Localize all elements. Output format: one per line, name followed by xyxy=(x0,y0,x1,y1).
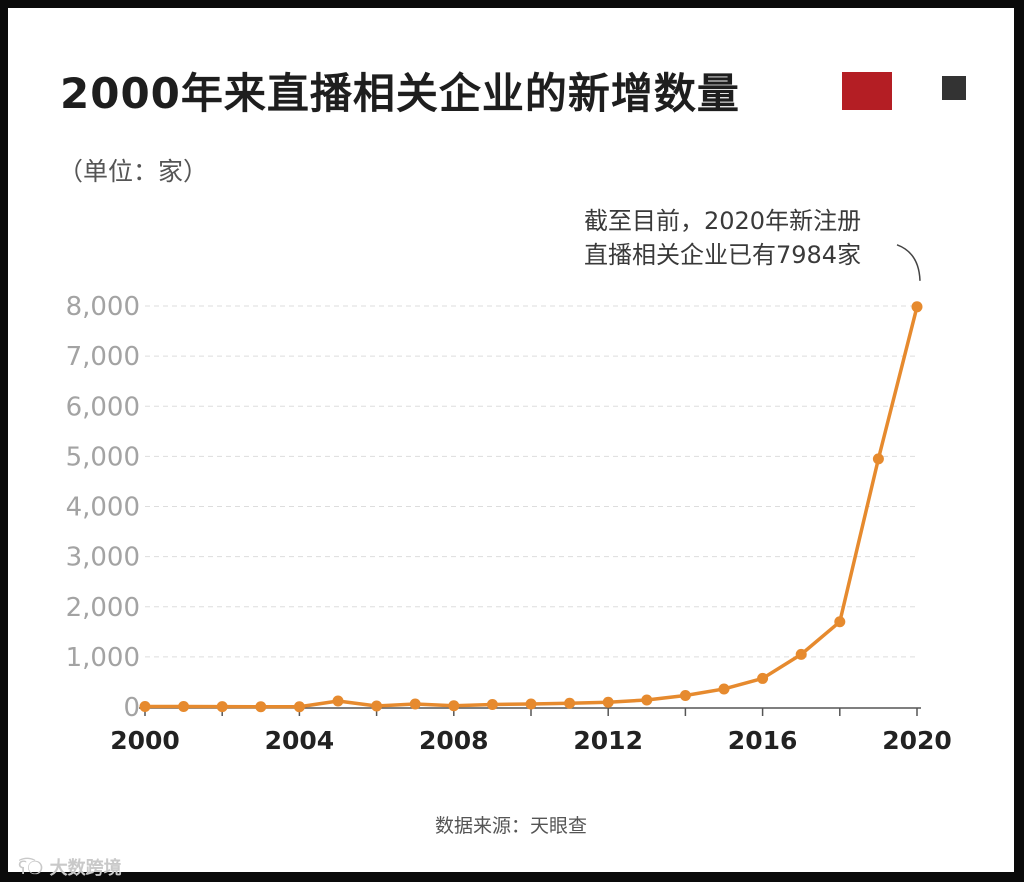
chart-title: 2000年来直播相关企业的新增数量 xyxy=(60,69,740,118)
y-tick-label: 1,000 xyxy=(66,643,140,673)
y-tick-label: 3,000 xyxy=(66,543,140,573)
data-point xyxy=(602,696,614,708)
watermark: ʕ͡❍ 大数跨境 xyxy=(18,854,122,880)
y-tick-label: 8,000 xyxy=(66,292,140,322)
gridlines xyxy=(145,305,917,658)
x-tick-label: 2008 xyxy=(419,726,489,755)
data-point xyxy=(718,683,730,695)
x-tick-label: 2004 xyxy=(265,726,335,755)
y-tick-label: 0 xyxy=(123,693,140,723)
data-point xyxy=(216,701,228,713)
y-tick-label: 4,000 xyxy=(66,493,140,523)
series-line xyxy=(143,305,919,709)
data-point xyxy=(486,698,498,710)
data-point xyxy=(178,700,190,712)
data-point xyxy=(834,616,846,628)
chart-card: 2000年来直播相关企业的新增数量 （单位：家） 截至目前，2020年新注册 直… xyxy=(8,8,1014,879)
y-tick-label: 7,000 xyxy=(66,342,140,372)
data-point xyxy=(332,695,344,707)
y-tick-label: 5,000 xyxy=(66,442,140,472)
x-tick-label: 2016 xyxy=(728,726,798,755)
data-point xyxy=(293,701,305,713)
legend-swatch-dark xyxy=(942,76,966,100)
data-source: 数据来源：天眼查 xyxy=(434,815,587,837)
data-point xyxy=(641,694,653,706)
data-point xyxy=(255,701,267,713)
data-point xyxy=(448,700,460,712)
x-tick-label: 2020 xyxy=(882,726,952,755)
data-point xyxy=(679,689,691,701)
y-axis-ticks: 0 1,000 2,000 3,000 4,000 5,000 6,000 7,000 8,00… xyxy=(66,292,140,723)
data-point xyxy=(371,700,383,712)
watermark-text: 大数跨境 xyxy=(49,858,122,879)
data-point xyxy=(795,648,807,660)
y-tick-label: 2,000 xyxy=(66,593,140,623)
line-chart: 0 1,000 2,000 3,000 4,000 5,000 6,000 7,000 8,00… xyxy=(66,244,952,755)
data-point xyxy=(525,698,537,710)
latest-value-annotation: 截至目前，2020年新注册 直播相关企业已有7984家 xyxy=(584,204,861,272)
data-point xyxy=(911,301,923,313)
watermark-logo-icon: ʕ͡❍ xyxy=(18,858,44,879)
annotation-line-1: 截至目前，2020年新注册 xyxy=(584,207,862,235)
data-series xyxy=(139,301,923,713)
x-axis: 2000 2004 2008 2012 2016 2020 xyxy=(110,707,952,755)
data-point xyxy=(757,672,769,684)
annotation-leader-line xyxy=(896,244,921,281)
data-point xyxy=(409,698,421,710)
annotation-line-2: 直播相关企业已有7984家 xyxy=(584,241,862,269)
unit-label: （单位：家） xyxy=(58,157,209,186)
y-tick-label: 6,000 xyxy=(66,392,140,422)
legend-swatch-red xyxy=(842,72,892,110)
data-point xyxy=(564,697,576,709)
data-point xyxy=(872,453,884,465)
x-tick-label: 2000 xyxy=(110,726,180,755)
data-point xyxy=(139,700,151,712)
x-tick-label: 2012 xyxy=(573,726,643,755)
